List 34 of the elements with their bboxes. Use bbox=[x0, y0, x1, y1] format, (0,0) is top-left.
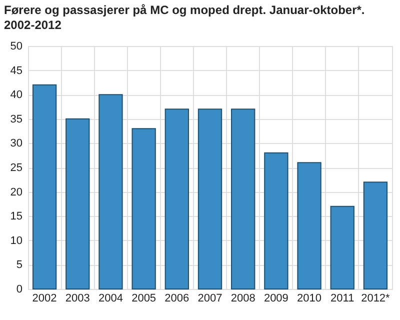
y-tick-label: 5 bbox=[16, 259, 22, 272]
bar bbox=[32, 84, 57, 290]
x-tick-label: 2004 bbox=[98, 292, 123, 304]
bar bbox=[66, 118, 90, 290]
x-tick-label: 2008 bbox=[230, 292, 256, 304]
bar bbox=[164, 108, 189, 290]
bar bbox=[198, 108, 222, 290]
x-tick-label: 2011 bbox=[330, 292, 354, 304]
x-tick-label: 2007 bbox=[198, 292, 222, 304]
x-tick-label: 2010 bbox=[297, 292, 322, 304]
x-tick-label: 2002 bbox=[32, 292, 57, 304]
bar bbox=[132, 128, 156, 290]
y-tick-label: 45 bbox=[10, 64, 22, 77]
y-tick-label: 35 bbox=[10, 113, 22, 126]
bar bbox=[363, 182, 388, 290]
y-tick-label: 20 bbox=[10, 186, 22, 198]
y-tick-label: 15 bbox=[10, 210, 22, 223]
y-tick-label: 0 bbox=[16, 284, 22, 296]
x-tick-label: 2003 bbox=[65, 292, 90, 304]
y-tick-label: 40 bbox=[10, 89, 22, 102]
bar bbox=[330, 206, 354, 290]
chart-title: Førere og passasjerer på MC og moped drept. Januar-oktober*. 2002-2012 bbox=[4, 3, 365, 32]
bar bbox=[231, 108, 256, 290]
y-tick-label: 25 bbox=[10, 162, 22, 174]
y-tick-label: 10 bbox=[10, 234, 22, 247]
x-tick-label: 2006 bbox=[164, 292, 190, 304]
y-tick-label: 50 bbox=[10, 40, 22, 52]
y-tick-label: 30 bbox=[10, 138, 22, 150]
bar bbox=[297, 162, 322, 290]
x-tick-label: 2005 bbox=[132, 292, 156, 304]
bar bbox=[98, 94, 123, 290]
x-tick-label: 2012* bbox=[361, 292, 391, 304]
x-tick-label: 2009 bbox=[264, 292, 288, 304]
bar bbox=[264, 152, 288, 290]
